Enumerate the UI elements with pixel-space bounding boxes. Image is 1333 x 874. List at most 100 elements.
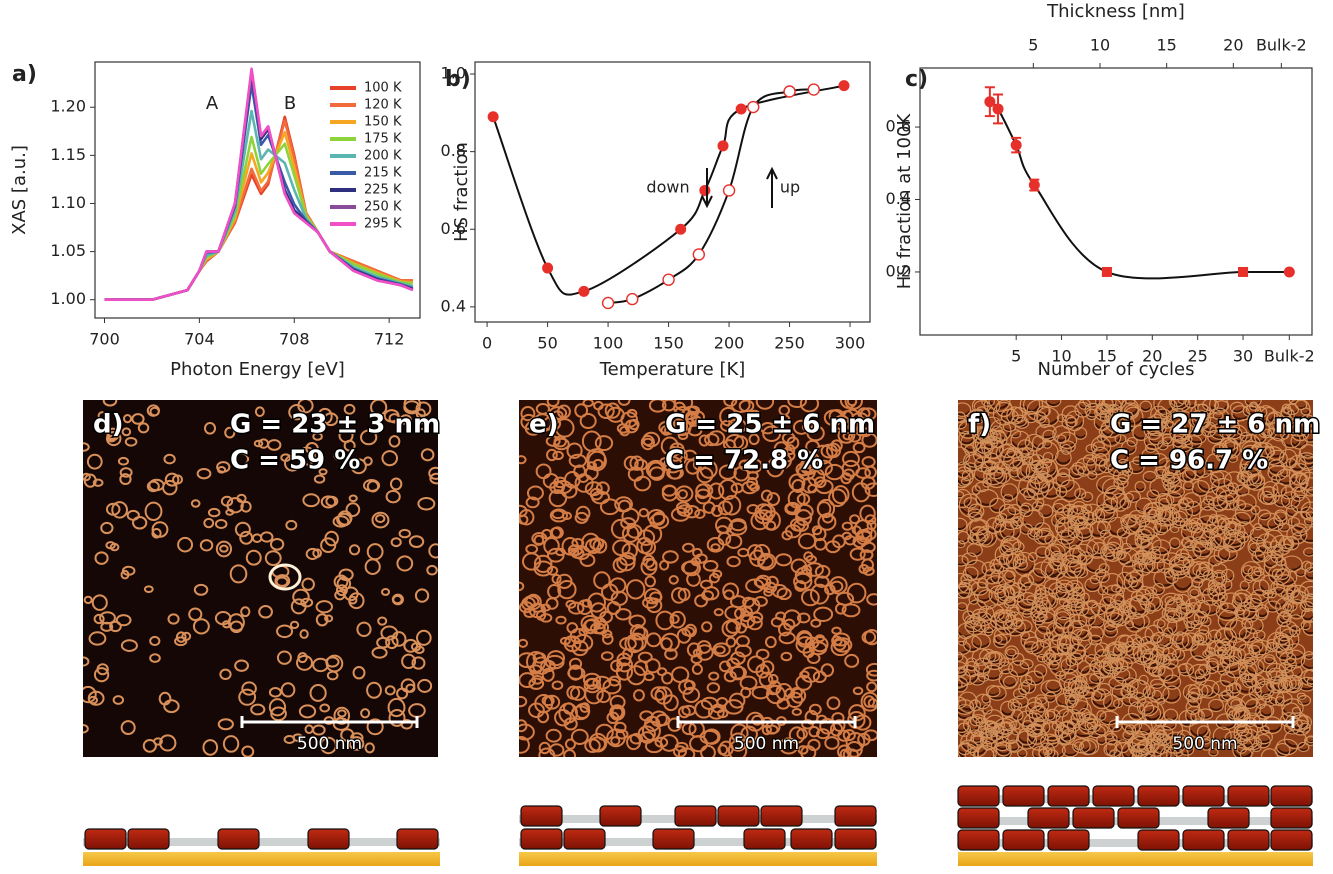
- data-point: [675, 223, 687, 235]
- substrate: [958, 852, 1313, 866]
- y-tick-label: 1.00: [50, 289, 86, 308]
- data-point: [984, 96, 996, 108]
- x2-tick-label: 5: [1028, 36, 1038, 55]
- brick: [1027, 807, 1070, 829]
- brick: [1117, 807, 1160, 829]
- x-tick-label: 150: [653, 334, 684, 353]
- data-point: [1010, 139, 1022, 151]
- x-tick-label: 700: [89, 330, 120, 349]
- brick: [652, 828, 695, 850]
- brick: [743, 828, 786, 850]
- image-label: e): [529, 410, 559, 440]
- annotation: A: [206, 93, 219, 114]
- legend-label: 200 K: [364, 149, 402, 164]
- x-tick-label: 5: [1011, 347, 1021, 366]
- image-coverage: C = 72.8 %: [665, 446, 823, 476]
- afm-image: [958, 400, 1313, 757]
- legend-label: 215 K: [364, 166, 402, 181]
- annotation: B: [284, 93, 296, 114]
- x-tick-label: 10: [1051, 347, 1071, 366]
- x-tick-label: 15: [1097, 347, 1117, 366]
- grey-layer: [83, 838, 440, 846]
- x-axis-title: Number of cycles: [1038, 359, 1195, 380]
- grey-layer: [958, 839, 1313, 847]
- x-axis-title: Temperature [K]: [599, 359, 746, 380]
- data-point: [717, 140, 729, 152]
- data-point: [1238, 266, 1249, 277]
- afm-grains: [519, 400, 877, 757]
- image-label: f): [968, 410, 991, 440]
- brick: [1137, 829, 1180, 851]
- data-point: [1101, 266, 1112, 277]
- afm-image: [519, 400, 877, 757]
- brick: [1270, 785, 1313, 807]
- image-label: d): [93, 410, 124, 440]
- y-tick-label: 0.4: [886, 189, 911, 208]
- y-axis-title: HS fraction at 100K: [894, 113, 915, 290]
- data-point: [747, 100, 760, 114]
- afm-grains: [83, 400, 438, 757]
- brick: [760, 805, 803, 827]
- data-point: [807, 83, 820, 96]
- data-point: [542, 262, 554, 274]
- y-tick-label: 0.6: [441, 219, 466, 238]
- y-tick-label: 1.10: [50, 193, 86, 212]
- brick: [1270, 807, 1313, 829]
- data-point: [1028, 179, 1040, 191]
- x2-tick-label: 20: [1223, 36, 1243, 55]
- legend-label: 100 K: [364, 81, 402, 96]
- y-tick-label: 0.4: [441, 296, 466, 315]
- data-point: [722, 184, 736, 197]
- brick: [1182, 829, 1225, 851]
- substrate: [83, 852, 440, 866]
- brick: [1047, 785, 1090, 807]
- data-point: [487, 111, 499, 123]
- x-tick-label: 100: [593, 334, 624, 353]
- data-point: [578, 285, 590, 297]
- x-tick-label: 25: [1187, 347, 1207, 366]
- image-grain-size: G = 25 ± 6 nm: [665, 410, 875, 440]
- legend-label: 175 K: [364, 132, 402, 147]
- image-grain-size: G = 23 ± 3 nm: [230, 410, 440, 440]
- grey-layer: [519, 838, 877, 846]
- brick: [1207, 807, 1250, 829]
- y-tick-label: 0.6: [886, 117, 911, 136]
- y-tick-label: 1.15: [50, 145, 86, 164]
- scale-bar: [240, 716, 419, 728]
- data-point: [692, 248, 706, 261]
- legend-label: 120 K: [364, 98, 402, 113]
- legend-label: 150 K: [364, 115, 402, 130]
- brick: [307, 828, 350, 850]
- x2-axis-title: Thickness [nm]: [1046, 1, 1185, 22]
- x2-tick-label: Bulk-2: [1256, 36, 1307, 55]
- y-tick-label: 0.8: [441, 141, 466, 160]
- x2-tick-label: 10: [1090, 36, 1110, 55]
- annotation: down: [646, 178, 689, 197]
- data-point: [699, 184, 711, 196]
- panel-label: a): [12, 62, 37, 87]
- brick: [520, 828, 563, 850]
- data-point: [1283, 266, 1295, 278]
- image-grain-size: G = 27 ± 6 nm: [1110, 410, 1320, 440]
- spectrum-line: [104, 67, 414, 302]
- grey-layer: [958, 795, 1313, 803]
- x-tick-label: 704: [184, 330, 215, 349]
- brick: [520, 805, 563, 827]
- scale-bar-label: 500 nm: [297, 734, 362, 754]
- brick: [1002, 785, 1045, 807]
- afm-grains: [958, 400, 1313, 757]
- x-tick-label: Bulk-2: [1264, 347, 1315, 366]
- scale-bar-label: 500 nm: [734, 734, 799, 754]
- image-coverage: C = 96.7 %: [1110, 446, 1268, 476]
- brick: [834, 828, 877, 850]
- y-tick-label: 1.05: [50, 241, 86, 260]
- brick: [1227, 785, 1270, 807]
- y-tick-label: 1.0: [441, 64, 466, 83]
- x-tick-label: 50: [537, 334, 557, 353]
- x-tick-label: 200: [714, 334, 745, 353]
- panel-label: b): [445, 67, 471, 92]
- brick: [217, 828, 260, 850]
- y-tick-label: 0.2: [886, 261, 911, 280]
- arrow-down: [701, 168, 713, 209]
- brick: [674, 805, 717, 827]
